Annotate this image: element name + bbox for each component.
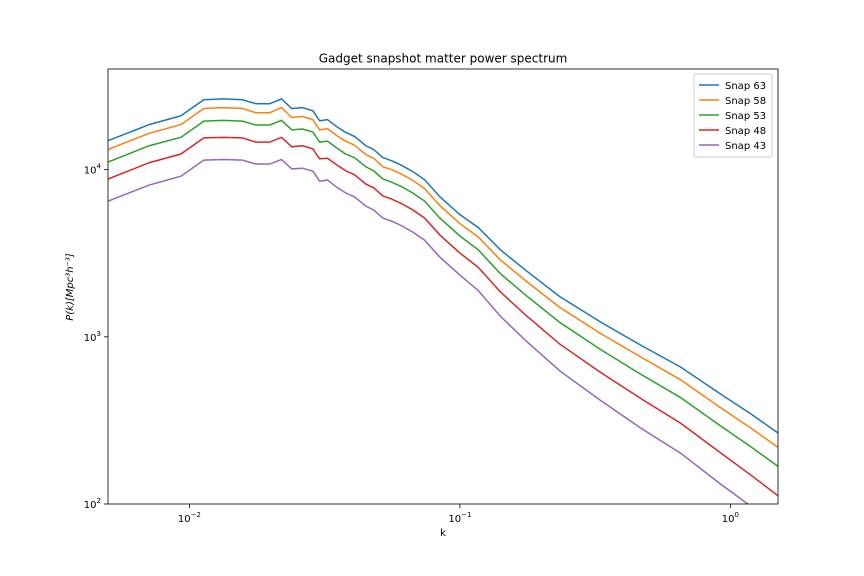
- legend-label: Snap 48: [725, 126, 766, 137]
- y-tick-label: 104: [84, 163, 102, 177]
- legend-label: Snap 63: [725, 81, 766, 92]
- legend-box: [693, 73, 773, 158]
- y-tick-label: 103: [84, 330, 101, 344]
- x-tick-label: 10−1: [448, 511, 471, 525]
- y-axis-label: P(k)[Mpc³h⁻³]: [65, 253, 76, 321]
- legend-label: Snap 43: [725, 141, 766, 152]
- chart-title: Gadget snapshot matter power spectrum: [319, 52, 568, 66]
- series-line: [108, 98, 778, 434]
- legend-label: Snap 58: [725, 96, 766, 107]
- x-axis-label: k: [440, 528, 446, 539]
- x-tick-label: 10−2: [178, 511, 201, 525]
- x-tick-label: 100: [722, 511, 739, 525]
- series-line: [108, 158, 750, 504]
- plot-lines: [108, 98, 778, 504]
- axes-frame: [107, 68, 779, 505]
- series-line: [108, 119, 778, 467]
- y-tick-label: 102: [84, 497, 101, 511]
- series-line: [108, 136, 778, 497]
- legend-label: Snap 53: [725, 111, 766, 122]
- series-line: [108, 106, 778, 449]
